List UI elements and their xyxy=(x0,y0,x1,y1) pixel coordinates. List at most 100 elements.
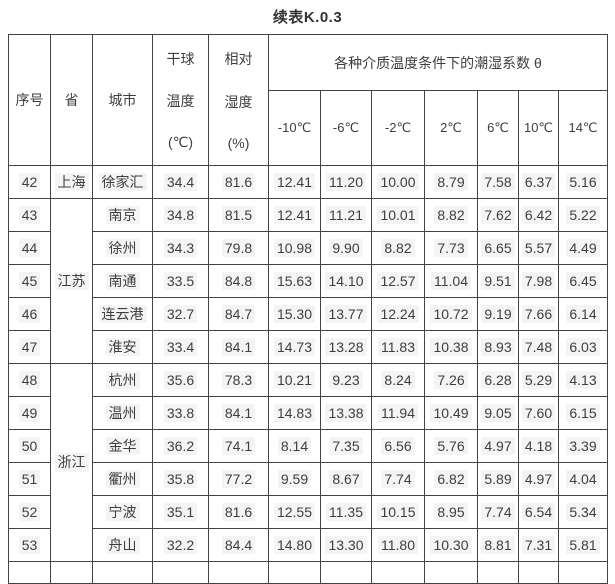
col-header-dry-bulb: 干球 温度 (℃) xyxy=(152,34,209,166)
serial-cell-text: 51 xyxy=(18,469,41,489)
value-cell-text: 8.93 xyxy=(481,337,515,357)
value-cell: 7.66 xyxy=(518,297,559,331)
table-title: 续表K.0.3 xyxy=(272,9,343,26)
value-cell-text: 10.30 xyxy=(430,535,472,555)
value-cell: 6.54 xyxy=(518,495,559,529)
value-cell-text: 8.82 xyxy=(434,205,468,225)
value-cell-text: 5.16 xyxy=(566,172,600,192)
humidity-cell: 84.8 xyxy=(208,264,269,298)
dry-bulb-line-1: 干球 xyxy=(166,51,195,68)
value-cell-text: 10.98 xyxy=(273,238,316,258)
value-cell-text: 7.98 xyxy=(521,271,556,291)
serial-cell-text: 43 xyxy=(18,205,41,225)
value-cell-text: 6.54 xyxy=(521,502,556,522)
serial-cell: 43 xyxy=(8,198,51,232)
value-cell: 11.94 xyxy=(371,396,425,430)
city-cell: 徐家汇 xyxy=(92,165,153,199)
value-cell: 4.97 xyxy=(518,462,559,496)
serial-cell: 46 xyxy=(8,297,51,331)
value-cell-text: 9.19 xyxy=(481,304,515,324)
humidity-cell: 79.8 xyxy=(208,231,269,265)
dry-bulb-cell-text: 33.8 xyxy=(163,403,198,423)
humidity-cell-text: 77.2 xyxy=(221,469,256,489)
city-cell: 杭州 xyxy=(92,363,153,397)
value-cell-text: 14.80 xyxy=(273,535,316,555)
value-cell-text: 7.35 xyxy=(329,436,363,456)
header-row-top: 序号 省 城市 干球 温度 (℃) 相对 湿度 (%) 各种介质温度条件下的潮湿… xyxy=(8,34,608,166)
serial-cell-text: 49 xyxy=(18,403,41,423)
value-cell: 8.67 xyxy=(320,462,372,496)
dry-bulb-cell: 32.2 xyxy=(152,528,209,562)
header-row-temps: -10℃ -6℃ -2℃ 2℃ 6℃ 10℃ 14℃ xyxy=(9,90,608,166)
serial-cell-text: 44 xyxy=(18,238,41,258)
serial-cell: 53 xyxy=(8,528,51,562)
value-cell: 4.18 xyxy=(518,429,559,463)
humidity-cell: 81.6 xyxy=(208,495,269,529)
dry-bulb-cell: 32.7 xyxy=(152,297,209,331)
cutoff-cell xyxy=(371,561,425,584)
value-cell-text: 6.45 xyxy=(566,271,600,291)
value-cell: 3.39 xyxy=(558,429,608,463)
value-cell: 8.82 xyxy=(424,198,478,232)
col-header-temp-6: 6℃ xyxy=(477,90,519,166)
value-cell: 4.97 xyxy=(477,429,519,463)
table-row: 50 金华 36.2 74.1 8.14 7.35 6.56 5.76 4.97 4.18 3.39 xyxy=(8,429,608,463)
value-cell: 4.49 xyxy=(558,231,608,265)
value-cell-text: 12.24 xyxy=(377,304,419,324)
cutoff-cell xyxy=(268,561,321,584)
dry-bulb-cell-text: 34.3 xyxy=(163,238,198,258)
value-cell-text: 11.35 xyxy=(326,502,366,522)
value-cell: 5.22 xyxy=(558,198,608,232)
value-cell: 6.45 xyxy=(558,264,608,298)
city-cell: 连云港 xyxy=(92,297,153,331)
humidity-line-2: 湿度 xyxy=(224,93,253,110)
value-cell: 8.93 xyxy=(477,330,519,364)
value-cell-text: 5.22 xyxy=(566,205,600,225)
value-cell-text: 14.73 xyxy=(273,337,316,357)
city-cell-text: 南通 xyxy=(105,271,140,291)
value-cell: 8.79 xyxy=(424,165,478,199)
humidity-cell-text: 84.8 xyxy=(221,271,256,291)
value-cell-text: 10.15 xyxy=(377,502,419,522)
city-cell: 舟山 xyxy=(92,528,153,562)
value-cell: 10.49 xyxy=(424,396,478,430)
dry-bulb-header-stack: 干球 温度 (℃) xyxy=(154,38,208,162)
table-row: 53 舟山 32.2 84.4 14.80 13.30 11.80 10.30 8.81 7.31… xyxy=(8,528,608,562)
table-row: 48 浙江 杭州 35.6 78.3 10.21 9.23 8.24 7.26 6.28 5.29 4… xyxy=(8,363,608,562)
cutoff-cell xyxy=(8,561,51,584)
value-cell-text: 6.28 xyxy=(481,370,515,390)
table-row: 49 温州 33.8 84.1 14.83 13.38 11.94 10.49 9.05 7.60… xyxy=(8,396,608,430)
value-cell-text: 7.31 xyxy=(521,535,556,555)
value-cell-text: 5.81 xyxy=(566,535,600,555)
value-cell-text: 11.83 xyxy=(378,337,418,357)
value-cell: 13.28 xyxy=(320,330,372,364)
value-cell-text: 7.62 xyxy=(481,205,515,225)
value-cell: 7.62 xyxy=(477,198,519,232)
serial-cell-text: 47 xyxy=(18,337,41,357)
value-cell: 11.83 xyxy=(371,330,425,364)
city-cell: 徐州 xyxy=(92,231,153,265)
value-cell: 5.29 xyxy=(518,363,559,397)
value-cell-text: 11.04 xyxy=(431,271,471,291)
humidity-cell-text: 84.7 xyxy=(221,304,256,324)
value-cell-text: 8.81 xyxy=(481,535,515,555)
value-cell: 8.95 xyxy=(424,495,478,529)
serial-cell-text: 52 xyxy=(18,502,41,522)
humidity-cell-text: 84.1 xyxy=(221,337,256,357)
value-cell-text: 9.05 xyxy=(481,403,515,423)
value-cell-text: 7.60 xyxy=(521,403,556,423)
value-cell: 8.82 xyxy=(371,231,425,265)
value-cell: 13.30 xyxy=(320,528,372,562)
value-cell-text: 14.10 xyxy=(325,271,367,291)
cutoff-cell xyxy=(477,561,519,584)
col-header-temp-minus2: -2℃ xyxy=(371,90,425,166)
value-cell: 15.30 xyxy=(268,297,321,331)
value-cell: 5.57 xyxy=(518,231,559,265)
value-cell-text: 7.66 xyxy=(521,304,556,324)
cutoff-row xyxy=(8,561,608,584)
serial-cell: 47 xyxy=(8,330,51,364)
city-cell-text: 连云港 xyxy=(98,304,147,324)
value-cell-text: 5.34 xyxy=(566,502,600,522)
dry-bulb-cell-text: 33.5 xyxy=(163,271,198,291)
value-cell-text: 4.49 xyxy=(566,238,600,258)
